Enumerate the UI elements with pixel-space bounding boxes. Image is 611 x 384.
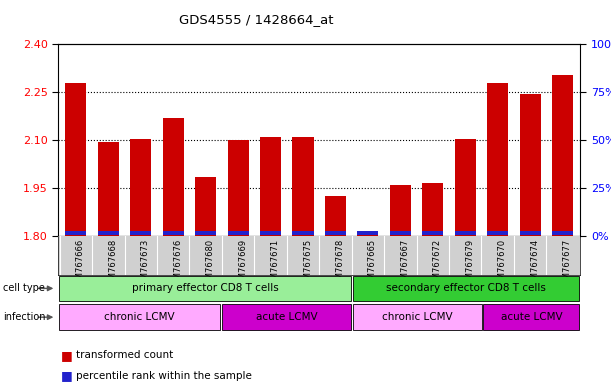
Bar bbox=[357, 231, 378, 235]
Bar bbox=[59, 305, 221, 330]
Text: transformed count: transformed count bbox=[76, 350, 174, 360]
Text: ■: ■ bbox=[61, 369, 73, 382]
Bar bbox=[195, 177, 216, 236]
Bar bbox=[260, 231, 281, 235]
Bar bbox=[357, 231, 378, 236]
Text: percentile rank within the sample: percentile rank within the sample bbox=[76, 371, 252, 381]
Text: GSM767667: GSM767667 bbox=[400, 239, 409, 290]
Text: GSM767675: GSM767675 bbox=[303, 239, 312, 290]
Text: GSM767670: GSM767670 bbox=[498, 239, 507, 290]
Bar bbox=[325, 196, 346, 236]
Bar bbox=[552, 74, 573, 236]
Bar bbox=[163, 231, 184, 235]
Text: GSM767666: GSM767666 bbox=[76, 239, 85, 290]
Text: infection: infection bbox=[3, 312, 46, 322]
Text: GSM767665: GSM767665 bbox=[368, 239, 377, 290]
Bar bbox=[487, 231, 508, 235]
Bar bbox=[390, 185, 411, 236]
Text: acute LCMV: acute LCMV bbox=[256, 312, 317, 322]
Text: acute LCMV: acute LCMV bbox=[500, 312, 562, 322]
Text: GSM767671: GSM767671 bbox=[271, 239, 280, 290]
Text: chronic LCMV: chronic LCMV bbox=[104, 312, 175, 322]
Bar bbox=[293, 231, 313, 235]
Bar bbox=[519, 231, 541, 235]
Bar bbox=[519, 94, 541, 236]
Text: GSM767674: GSM767674 bbox=[530, 239, 539, 290]
Text: chronic LCMV: chronic LCMV bbox=[382, 312, 453, 322]
Bar bbox=[195, 231, 216, 235]
Bar bbox=[552, 231, 573, 235]
Text: GSM767678: GSM767678 bbox=[335, 239, 345, 290]
Text: primary effector CD8 T cells: primary effector CD8 T cells bbox=[131, 283, 279, 293]
Bar bbox=[65, 231, 86, 235]
Bar bbox=[98, 231, 119, 235]
Text: GSM767668: GSM767668 bbox=[108, 239, 117, 290]
Bar bbox=[353, 276, 579, 301]
Bar bbox=[65, 83, 86, 236]
Bar bbox=[59, 276, 351, 301]
Bar bbox=[325, 231, 346, 235]
Text: GSM767679: GSM767679 bbox=[465, 239, 474, 290]
Text: GSM767669: GSM767669 bbox=[238, 239, 247, 290]
Bar bbox=[353, 305, 481, 330]
Bar bbox=[227, 231, 249, 235]
Bar bbox=[222, 305, 351, 330]
Text: GSM767680: GSM767680 bbox=[206, 239, 214, 290]
Bar bbox=[483, 305, 579, 330]
Bar bbox=[455, 139, 476, 236]
Bar bbox=[130, 231, 152, 235]
Text: GSM767676: GSM767676 bbox=[174, 239, 182, 290]
Bar bbox=[163, 118, 184, 236]
Bar bbox=[422, 183, 444, 236]
Text: cell type: cell type bbox=[3, 283, 45, 293]
Bar bbox=[455, 231, 476, 235]
Bar bbox=[293, 137, 313, 236]
Text: GSM767672: GSM767672 bbox=[433, 239, 442, 290]
Bar bbox=[130, 139, 152, 236]
Text: ■: ■ bbox=[61, 349, 73, 362]
Bar bbox=[422, 231, 444, 235]
Bar bbox=[390, 231, 411, 235]
Text: secondary effector CD8 T cells: secondary effector CD8 T cells bbox=[386, 283, 546, 293]
Text: GDS4555 / 1428664_at: GDS4555 / 1428664_at bbox=[180, 13, 334, 26]
Bar bbox=[98, 142, 119, 236]
Text: GSM767673: GSM767673 bbox=[141, 239, 150, 290]
Bar bbox=[227, 140, 249, 236]
Bar bbox=[487, 83, 508, 236]
Text: GSM767677: GSM767677 bbox=[563, 239, 572, 290]
Bar bbox=[260, 137, 281, 236]
